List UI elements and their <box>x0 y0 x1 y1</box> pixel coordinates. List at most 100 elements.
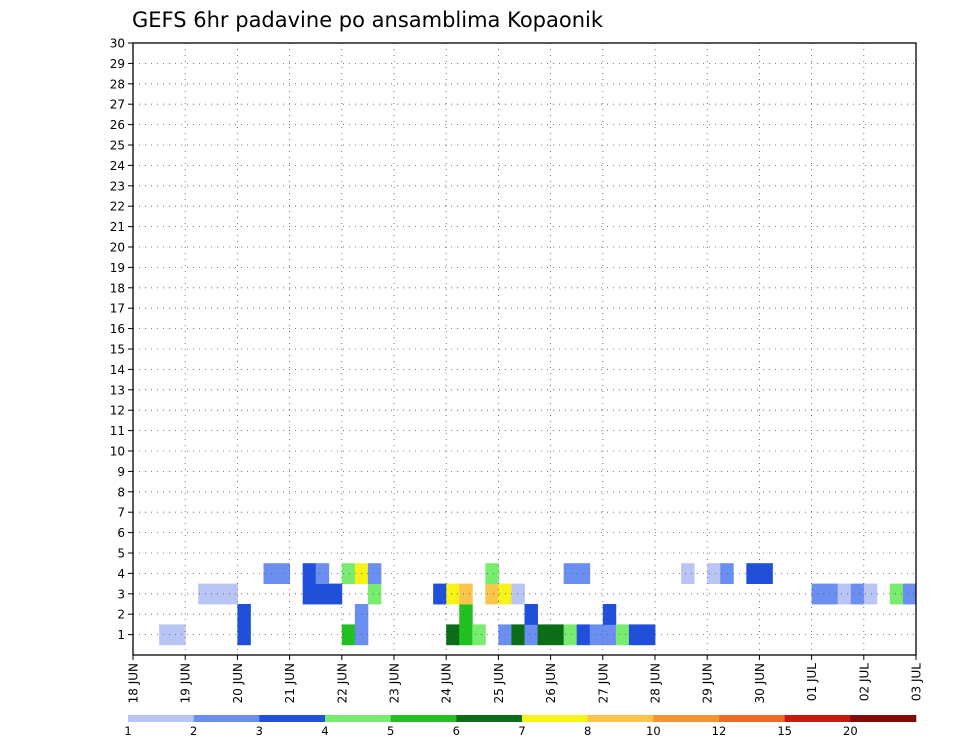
data-cell <box>302 583 317 605</box>
x-tick-label: 24 JUN <box>440 663 454 703</box>
data-cell <box>837 583 852 605</box>
colorbar-tick-label: 1 <box>124 724 131 738</box>
y-tick-label: 26 <box>110 118 125 132</box>
colorbar-swatch <box>128 715 194 722</box>
plot-frame <box>132 42 917 656</box>
y-axis-tick-labels: 1234567891011121314151617181920212223242… <box>110 37 133 642</box>
x-tick-label: 27 JUN <box>596 663 610 703</box>
y-tick-label: 25 <box>110 139 125 153</box>
y-tick-label: 22 <box>110 200 125 214</box>
x-tick-label: 29 JUN <box>701 663 715 703</box>
y-tick-label: 12 <box>110 404 125 418</box>
y-tick-label: 16 <box>110 322 125 336</box>
data-cell <box>341 563 356 584</box>
data-cell <box>315 583 330 605</box>
colorbar-swatch <box>587 715 654 722</box>
data-cell <box>263 563 277 584</box>
grid-lines <box>133 42 916 655</box>
x-tick-label: 03 JUL <box>910 663 924 701</box>
colorbar-tick-label: 20 <box>843 724 858 738</box>
data-cell <box>524 604 538 625</box>
colorbar-tick-label: 5 <box>387 724 394 738</box>
data-cell <box>315 563 330 584</box>
x-axis-tick-labels: 18 JUN 19 JUN 20 JUN 21 JUN 22 JUN 23 JUN 24 J… <box>127 655 924 703</box>
colorbar-tick-label: 8 <box>584 724 591 738</box>
y-tick-label: 15 <box>110 343 125 357</box>
data-cell <box>511 624 525 646</box>
x-tick-label: 25 JUN <box>492 663 506 703</box>
y-tick-label: 18 <box>110 281 125 295</box>
data-cell <box>589 624 604 646</box>
data-cell <box>824 583 839 605</box>
y-tick-label: 17 <box>110 302 125 316</box>
colorbar-legend: 1 2 3 4 5 6 7 8 10 12 15 20 <box>124 715 917 738</box>
data-cell <box>237 604 251 625</box>
data-cell <box>159 624 173 646</box>
data-cell <box>485 563 499 584</box>
x-tick-label: 30 JUN <box>753 663 767 703</box>
data-cell <box>367 583 382 605</box>
y-tick-label: 28 <box>110 77 125 91</box>
colorbar-swatch <box>390 715 457 722</box>
data-cell <box>446 624 460 646</box>
data-cell <box>602 604 617 625</box>
data-cell <box>198 583 212 605</box>
x-tick-label: 18 JUN <box>127 663 141 703</box>
data-cell <box>550 624 565 646</box>
data-cell <box>302 563 317 584</box>
data-cell <box>615 624 630 646</box>
x-tick-label: 01 JUL <box>805 663 819 701</box>
y-tick-label: 23 <box>110 179 125 193</box>
colorbar-swatch <box>522 715 588 722</box>
x-tick-label: 21 JUN <box>283 663 297 703</box>
data-cell <box>863 583 878 605</box>
colorbar-swatch <box>456 715 523 722</box>
data-cell <box>524 624 538 646</box>
colorbar-tick-label: 12 <box>712 724 727 738</box>
y-tick-label: 24 <box>110 159 125 173</box>
y-tick-label: 10 <box>110 445 125 459</box>
colorbar-swatch <box>325 715 391 722</box>
colorbar-tick-label: 15 <box>777 724 792 738</box>
colorbar-tick-label: 6 <box>453 724 460 738</box>
data-cell <box>641 624 656 646</box>
data-cell <box>459 624 473 646</box>
data-cell <box>224 583 238 605</box>
colorbar-tick-label: 7 <box>518 724 525 738</box>
data-cell <box>459 604 473 625</box>
data-cell <box>628 624 643 646</box>
x-tick-label: 23 JUN <box>388 663 402 703</box>
colorbar-swatch <box>653 715 720 722</box>
data-cell <box>746 563 760 584</box>
colorbar-tick-label: 2 <box>190 724 197 738</box>
data-cell <box>563 563 578 584</box>
data-cell <box>172 624 186 646</box>
y-tick-label: 3 <box>117 587 125 601</box>
colorbar-tick-label: 10 <box>646 724 661 738</box>
data-cell <box>537 624 551 646</box>
data-cell <box>759 563 773 584</box>
colorbar-swatch <box>719 715 785 722</box>
x-tick-label: 22 JUN <box>335 663 349 703</box>
y-tick-label: 7 <box>117 506 125 520</box>
data-cell <box>211 583 225 605</box>
data-cell <box>472 624 486 646</box>
data-cell <box>485 583 499 605</box>
y-tick-label: 29 <box>110 57 125 71</box>
data-cell <box>511 583 525 605</box>
colorbar-swatch <box>784 715 851 722</box>
y-tick-label: 5 <box>117 547 125 561</box>
colorbar-tick-label: 3 <box>256 724 263 738</box>
x-tick-label: 26 JUN <box>544 663 558 703</box>
data-cell <box>681 563 695 584</box>
y-tick-label: 4 <box>117 567 125 581</box>
chart-title: GEFS 6hr padavine po ansamblima Kopaonik <box>132 8 604 32</box>
y-tick-label: 6 <box>117 526 125 540</box>
y-tick-label: 1 <box>117 628 125 642</box>
data-cell <box>341 624 356 646</box>
data-cell <box>902 583 917 605</box>
data-cell <box>563 624 578 646</box>
data-cell <box>707 563 721 584</box>
data-cell <box>889 583 904 605</box>
data-cell <box>237 624 251 646</box>
